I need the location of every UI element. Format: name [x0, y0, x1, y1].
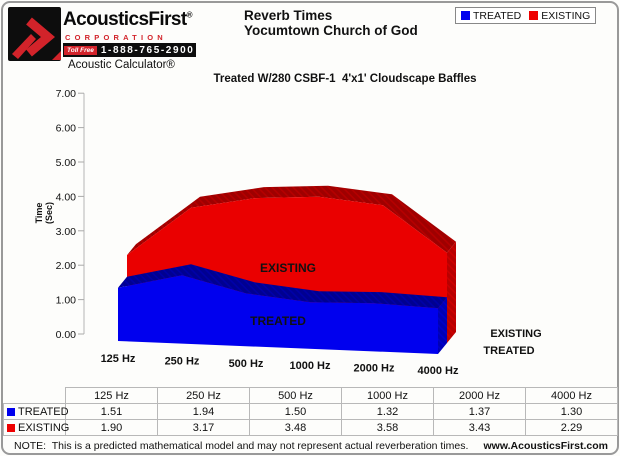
treated-area-label: TREATED	[250, 314, 306, 328]
row-label: EXISTING	[18, 421, 70, 434]
legend-item-existing: EXISTING	[529, 10, 590, 22]
table-value-cell: 2.29	[525, 419, 618, 436]
treated-area-top-surface	[118, 264, 447, 309]
chart-title: Reverb Times Yocumtown Church of God	[244, 8, 418, 38]
website-link[interactable]: www.AcousticsFirst.com	[483, 440, 608, 452]
y-tick-label: 4.00	[56, 191, 77, 203]
reverb-data-table: 125 Hz 250 Hz 500 Hz 1000 Hz 2000 Hz 4000 Hz T…	[3, 387, 618, 436]
y-tick-label: 5.00	[56, 157, 77, 169]
y-tick-label: 1.00	[56, 295, 77, 307]
x-category-label: 500 Hz	[229, 358, 264, 370]
table-value-cell: 1.94	[157, 403, 250, 420]
table-header-125 Hz: 125 Hz	[65, 387, 158, 404]
table-value-cell: 3.48	[249, 419, 342, 436]
toll-free-badge: Toll Free	[64, 45, 97, 55]
x-category-label: 2000 Hz	[354, 363, 395, 375]
table-row-treated: TREATED 1.51 1.94 1.50 1.32 1.37 1.30	[3, 403, 618, 420]
table-value-cell: 3.43	[433, 419, 526, 436]
red-arrow-icon	[12, 17, 61, 60]
depth-label-existing: EXISTING	[490, 328, 541, 340]
table-value-cell: 1.37	[433, 403, 526, 420]
legend-swatch	[461, 11, 470, 20]
legend-label: TREATED	[473, 9, 522, 22]
reverb-times-3d-area-chart: 0.00 1.00 2.00 3.00 4.00 5.00 6.00 7.00 Time(Sec…	[34, 88, 542, 377]
y-tick-label: 3.00	[56, 226, 77, 238]
legend-item-treated: TREATED	[461, 10, 521, 22]
y-tick-label: 6.00	[56, 123, 77, 135]
table-row-existing: EXISTING 1.90 3.17 3.48 3.58 3.43 2.29	[3, 419, 618, 436]
product-name: Acoustic Calculator®	[68, 59, 175, 71]
table-value-cell: 1.30	[525, 403, 618, 420]
table-value-cell: 1.90	[65, 419, 158, 436]
table-header-row: 125 Hz 250 Hz 500 Hz 1000 Hz 2000 Hz 4000 Hz	[3, 387, 618, 404]
table-header-blank	[3, 387, 66, 404]
table-value-cell: 1.32	[341, 403, 434, 420]
table-header-500 Hz: 500 Hz	[249, 387, 342, 404]
x-category-label: 250 Hz	[165, 355, 200, 367]
table-value-cell: 3.58	[341, 419, 434, 436]
legend-swatch	[529, 11, 539, 20]
corporation-label: CORPORATION	[65, 33, 167, 42]
chart-subtitle: Treated W/280 CSBF-1 4'x1' Cloudscape Ba…	[213, 73, 477, 85]
existing-area-label: EXISTING	[260, 261, 316, 275]
depth-label-treated: TREATED	[483, 345, 534, 357]
row-label-cell: EXISTING	[3, 419, 70, 436]
table-header-250 Hz: 250 Hz	[157, 387, 250, 404]
footer-note: NOTE: This is a predicted mathematical m…	[14, 440, 469, 452]
series-swatch	[7, 423, 15, 432]
row-label: TREATED	[18, 405, 69, 418]
chart-title-line2: Yocumtown Church of God	[244, 23, 418, 38]
legend-label: EXISTING	[541, 9, 591, 22]
table-value-cell: 1.50	[249, 403, 342, 420]
treated-area-side-surface	[438, 297, 447, 354]
x-category-label: 1000 Hz	[290, 360, 331, 372]
y-axis-title: Time(Sec)	[34, 202, 54, 224]
table-header-4000 Hz: 4000 Hz	[525, 387, 618, 404]
existing-area-top-surface	[127, 185, 456, 256]
table-header-2000 Hz: 2000 Hz	[433, 387, 526, 404]
treated-area-front-surface	[118, 275, 438, 354]
table-value-cell: 3.17	[157, 419, 250, 436]
phone-bar: Toll Free 1-888-765-2900	[63, 43, 196, 57]
y-tick-label: 7.00	[56, 88, 77, 100]
y-tick-label: 2.00	[56, 260, 77, 272]
row-label-cell: TREATED	[3, 403, 69, 420]
table-value-cell: 1.51	[65, 403, 158, 420]
acoustics-first-logo	[8, 7, 61, 61]
x-category-label: 125 Hz	[101, 353, 136, 365]
brand-name: AcousticsFirst®	[63, 9, 193, 30]
x-category-label: 4000 Hz	[418, 365, 459, 377]
phone-number: 1-888-765-2900	[100, 44, 195, 56]
chart-title-line1: Reverb Times	[244, 8, 333, 23]
series-swatch	[7, 407, 15, 416]
existing-area-side-surface	[447, 241, 456, 343]
y-tick-label: 0.00	[56, 329, 77, 341]
registered-mark: ®	[186, 10, 193, 20]
table-header-1000 Hz: 1000 Hz	[341, 387, 434, 404]
chart-legend: TREATED EXISTING	[455, 7, 597, 24]
